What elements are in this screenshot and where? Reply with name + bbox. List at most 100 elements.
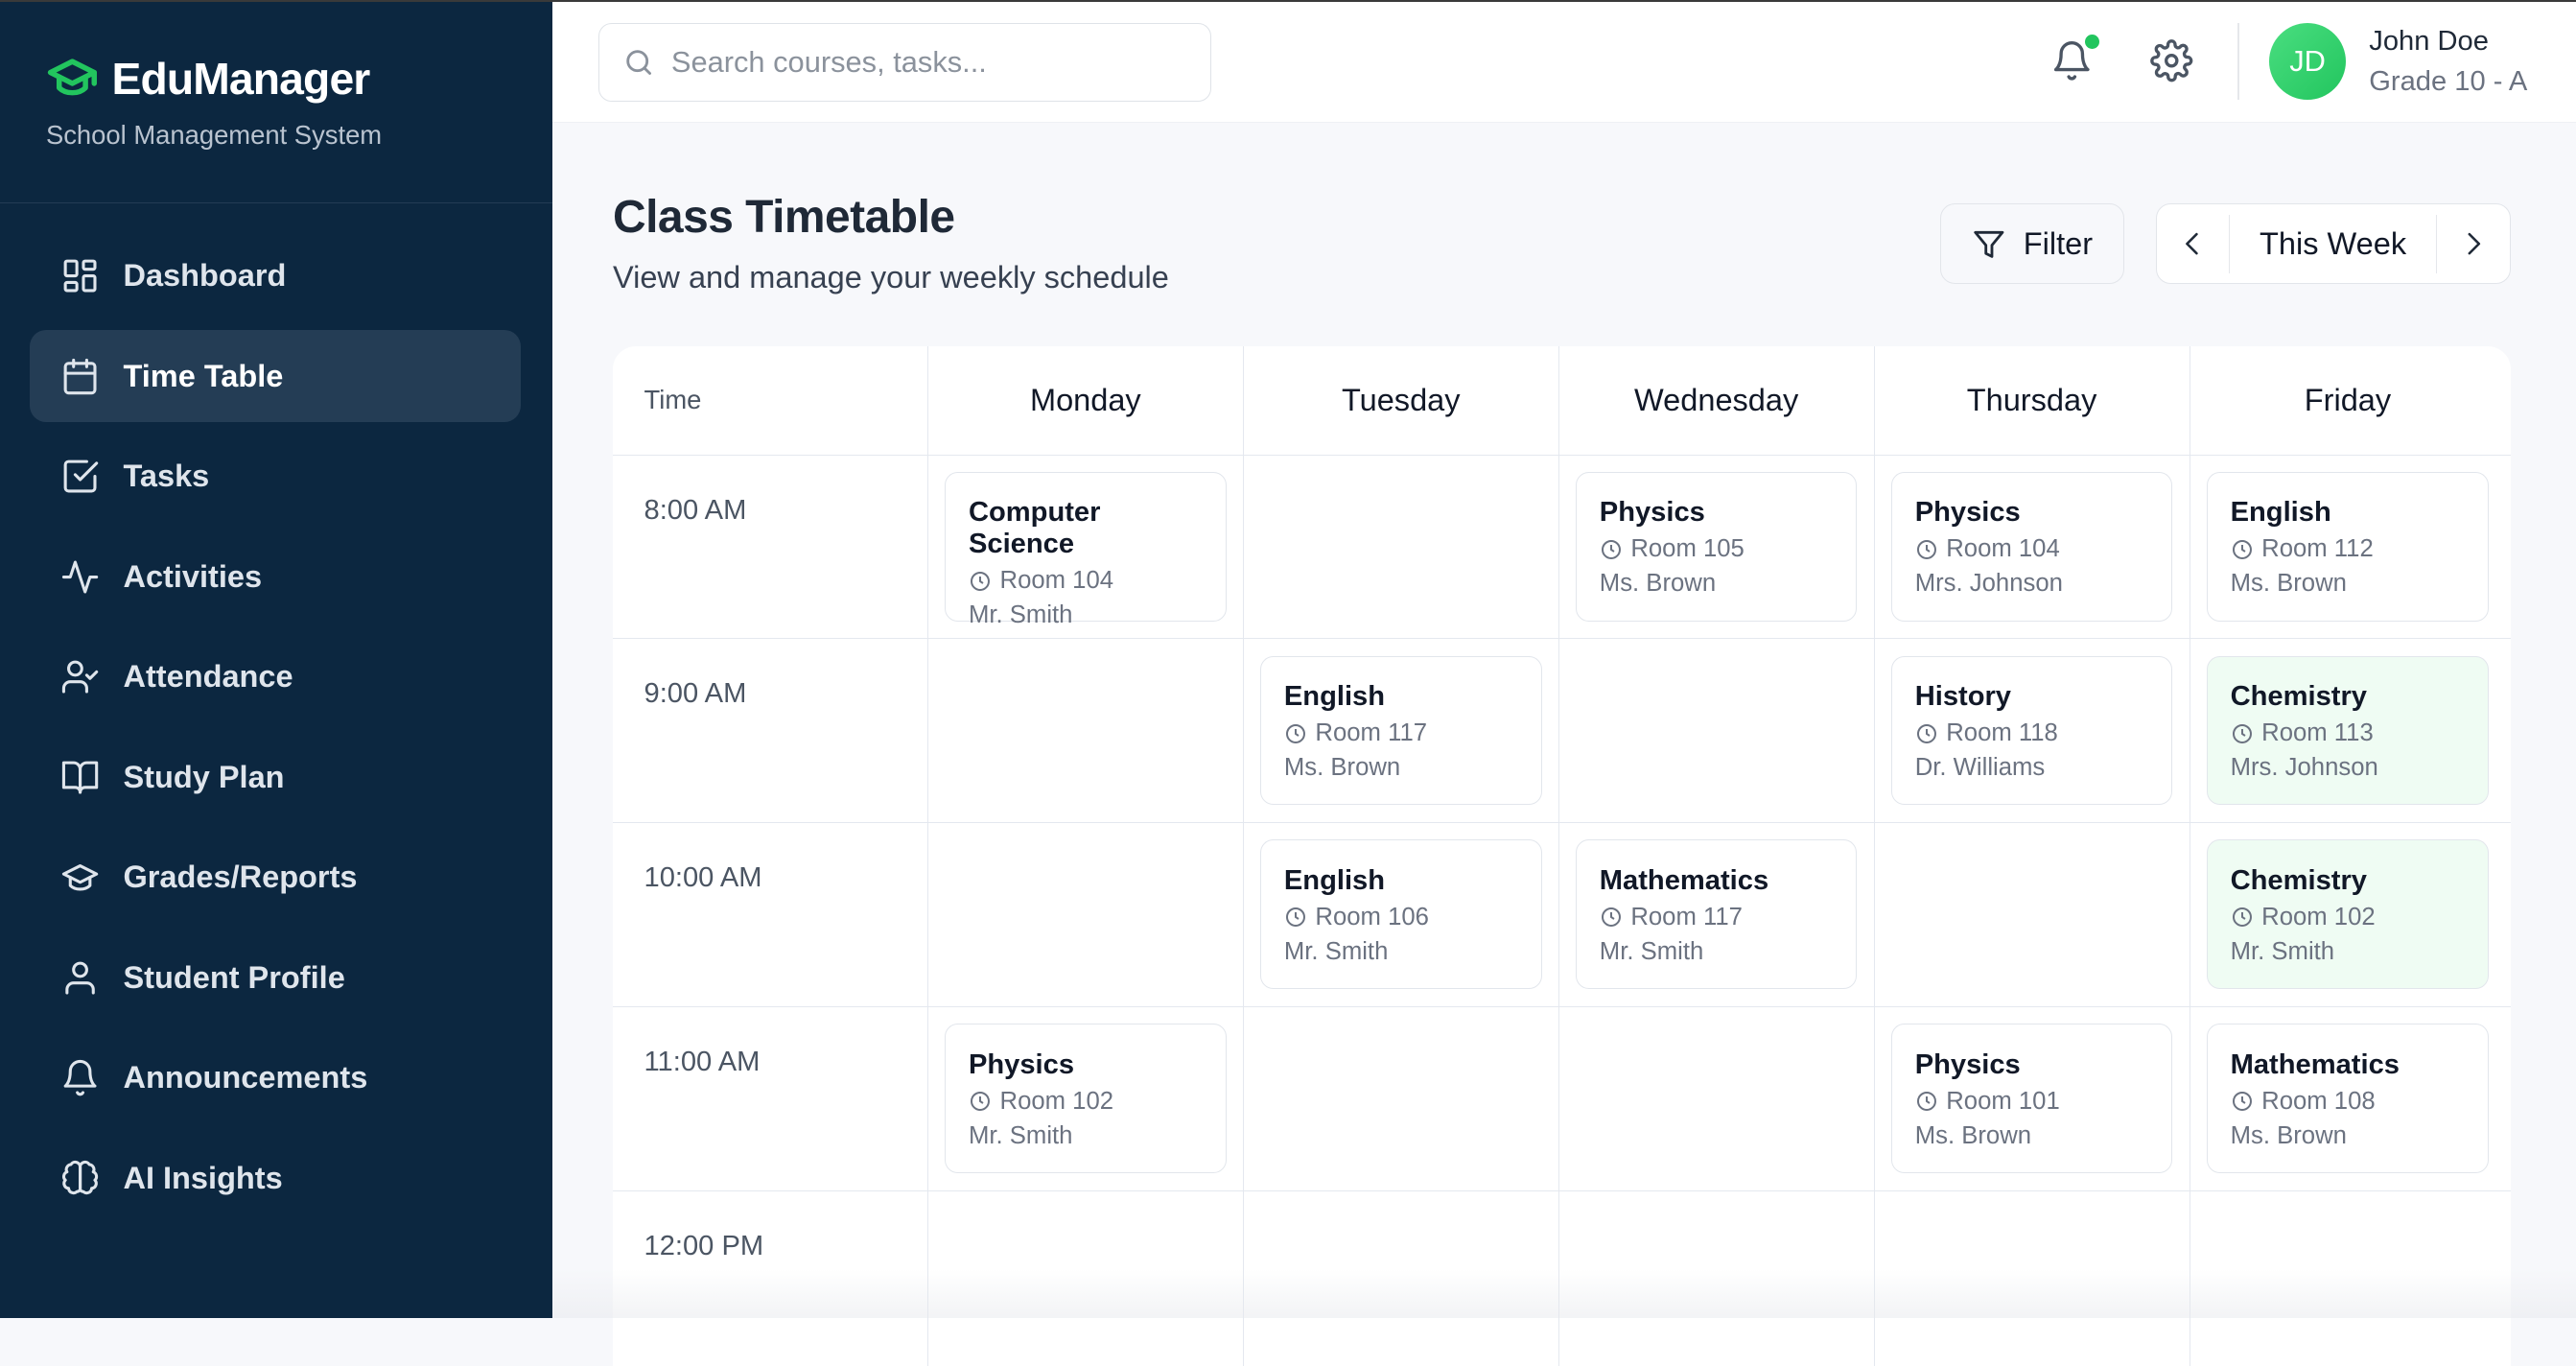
sidebar-item-attendance[interactable]: Attendance — [30, 631, 521, 723]
class-card[interactable]: Physics Room 101 Ms. Brown — [1890, 1024, 2173, 1174]
schedule-cell[interactable]: Physics Room 101 Ms. Brown — [1875, 1007, 2190, 1190]
time-slot-label: 9:00 AM — [613, 639, 928, 823]
notifications-button[interactable] — [2050, 34, 2100, 82]
sidebar-item-dashboard[interactable]: Dashboard — [30, 230, 521, 322]
room-label: Room 101 — [1946, 1087, 2060, 1115]
gear-icon — [2150, 39, 2193, 82]
schedule-cell[interactable]: English Room 117 Ms. Brown — [1244, 639, 1559, 823]
timetable-header-row: Time Monday Tuesday Wednesday Thursday Friday — [612, 346, 2511, 456]
class-card[interactable]: Physics Room 104 Mrs. Johnson — [1890, 471, 2173, 622]
sidebar-item-ai-insights[interactable]: AI Insights — [30, 1132, 521, 1224]
class-card[interactable]: Mathematics Room 108 Ms. Brown — [2206, 1024, 2490, 1174]
day-header: Tuesday — [1244, 346, 1559, 455]
avatar[interactable]: JD — [2268, 22, 2347, 101]
class-card[interactable]: English Room 117 Ms. Brown — [1259, 655, 1542, 806]
class-teacher: Mr. Smith — [968, 1121, 1073, 1149]
class-teacher: Ms. Brown — [1914, 1121, 2032, 1149]
class-teacher: Mr. Smith — [1599, 937, 1704, 965]
room-label: Room 106 — [1315, 903, 1429, 930]
schedule-cell[interactable] — [1559, 1007, 1875, 1190]
schedule-cell[interactable]: English Room 106 Mr. Smith — [1244, 823, 1559, 1007]
filter-button[interactable]: Filter — [1940, 203, 2125, 285]
sidebar-nav: Dashboard Time Table Tasks Activities Attend… — [29, 230, 522, 1233]
class-room: Room 117 — [1284, 719, 1518, 747]
page-title: Class Timetable — [612, 191, 955, 243]
schedule-cell[interactable] — [1559, 639, 1875, 823]
schedule-cell[interactable]: English Room 112 Ms. Brown — [2190, 456, 2506, 639]
sidebar-item-tasks[interactable]: Tasks — [30, 431, 521, 523]
clock-icon — [1916, 539, 1936, 559]
sidebar-item-activities[interactable]: Activities — [30, 530, 521, 623]
class-subject: English — [1283, 865, 1386, 897]
schedule-cell[interactable] — [928, 823, 1244, 1007]
class-card[interactable]: English Room 106 Mr. Smith — [1259, 839, 1542, 990]
sidebar-item-study-plan[interactable]: Study Plan — [30, 731, 521, 823]
schedule-cell[interactable] — [928, 639, 1244, 823]
room-label: Room 105 — [1630, 535, 1745, 563]
sidebar-item-time-table[interactable]: Time Table — [29, 330, 522, 423]
class-room: Room 102 — [2231, 904, 2466, 931]
brand-logo[interactable]: EduManager — [46, 53, 370, 106]
schedule-cell[interactable]: Mathematics Room 117 Mr. Smith — [1559, 823, 1875, 1007]
sidebar-item-label: Dashboard — [123, 258, 287, 294]
search-box[interactable] — [597, 22, 1211, 103]
class-teacher: Ms. Brown — [1599, 570, 1717, 598]
settings-button[interactable] — [2150, 39, 2193, 82]
sidebar-item-label: Student Profile — [123, 959, 345, 995]
user-icon — [65, 961, 96, 995]
schedule-cell[interactable]: Chemistry Room 102 Mr. Smith — [2190, 823, 2506, 1006]
bell-icon — [2053, 41, 2090, 81]
table-row: 9:00 AM English Room 117 Ms. Brown History Ro… — [612, 639, 2511, 824]
filter-label: Filter — [2023, 225, 2094, 261]
clock-icon — [1285, 723, 1305, 743]
search-input[interactable] — [670, 45, 1164, 81]
week-label[interactable]: This Week — [2228, 214, 2438, 274]
class-card[interactable]: History Room 118 Dr. Williams — [1890, 655, 2173, 806]
schedule-cell[interactable]: History Room 118 Dr. Williams — [1875, 639, 2190, 823]
sidebar-item-grades-reports[interactable]: Grades/Reports — [30, 832, 521, 924]
class-subject: History — [1914, 681, 2011, 713]
table-row: 8:00 AM Computer Science Room 104 Mr. Smith… — [612, 455, 2511, 640]
class-room: Room 104 — [1915, 535, 2149, 563]
schedule-cell[interactable]: Physics Room 104 Mrs. Johnson — [1875, 455, 2190, 639]
class-card[interactable]: Chemistry Room 113 Mrs. Johnson — [2206, 655, 2490, 806]
class-teacher: Mrs. Johnson — [1914, 570, 2063, 598]
search-icon — [625, 50, 651, 75]
schedule-cell[interactable]: Physics Room 105 Ms. Brown — [1559, 455, 1875, 639]
class-card[interactable]: Physics Room 105 Ms. Brown — [1575, 471, 1858, 622]
room-label: Room 108 — [2261, 1087, 2376, 1115]
room-label: Room 113 — [2261, 719, 2374, 747]
schedule-cell[interactable] — [1875, 823, 2190, 1007]
sidebar-item-student-profile[interactable]: Student Profile — [30, 931, 521, 1024]
sidebar-item-announcements[interactable]: Announcements — [30, 1032, 521, 1124]
clock-icon — [2232, 1092, 2252, 1112]
time-slot-label: 11:00 AM — [613, 1007, 928, 1190]
clock-icon — [2232, 723, 2252, 743]
class-card[interactable]: Chemistry Room 102 Mr. Smith — [2206, 839, 2490, 990]
clock-icon — [970, 571, 990, 591]
schedule-cell[interactable] — [1244, 1007, 1559, 1190]
schedule-cell[interactable]: Chemistry Room 113 Mrs. Johnson — [2190, 639, 2506, 822]
sidebar-item-label: AI Insights — [123, 1160, 283, 1195]
window-top-border — [0, 0, 2576, 2]
class-room: Room 113 — [2231, 719, 2466, 747]
schedule-cell[interactable]: Physics Room 102 Mr. Smith — [928, 1007, 1244, 1190]
sidebar-item-label: Activities — [123, 558, 263, 594]
sidebar-item-label: Tasks — [123, 459, 210, 494]
class-card[interactable]: Mathematics Room 117 Mr. Smith — [1575, 839, 1858, 990]
clock-icon — [1916, 723, 1936, 743]
class-card[interactable]: English Room 112 Ms. Brown — [2206, 471, 2490, 622]
class-teacher: Ms. Brown — [2230, 1121, 2347, 1149]
schedule-cell[interactable]: Computer Science Room 104 Mr. Smith — [928, 455, 1244, 639]
class-card[interactable]: Physics Room 102 Mr. Smith — [945, 1024, 1227, 1174]
room-label: Room 117 — [1315, 719, 1428, 747]
class-card[interactable]: Computer Science Room 104 Mr. Smith — [945, 471, 1227, 628]
next-week-button[interactable] — [2437, 204, 2509, 283]
previous-week-button[interactable] — [2157, 204, 2229, 283]
class-subject: Physics — [1914, 497, 2021, 529]
schedule-cell[interactable]: Mathematics Room 108 Ms. Brown — [2190, 1007, 2506, 1190]
class-room: Room 106 — [1284, 904, 1518, 931]
schedule-cell[interactable] — [1244, 455, 1559, 639]
clock-icon — [2232, 907, 2252, 928]
room-label: Room 112 — [2261, 535, 2374, 563]
